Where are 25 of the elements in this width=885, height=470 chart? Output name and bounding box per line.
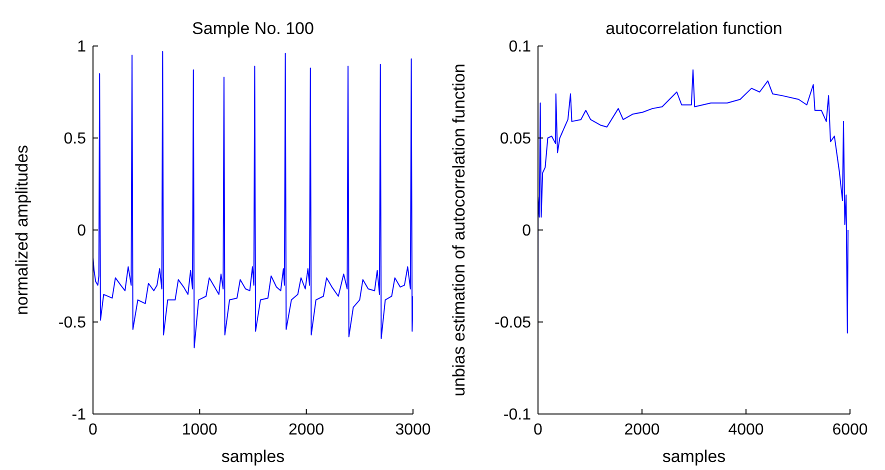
- y-tick-label: -0.5: [58, 314, 86, 332]
- x-axis-title: samples: [221, 447, 285, 466]
- y-tick-label: 0.05: [500, 130, 532, 148]
- y-tick-label: 0: [77, 222, 86, 240]
- x-tick-label: 3000: [395, 421, 431, 438]
- y-tick-label: 0.5: [64, 130, 86, 148]
- chart-title: Sample No. 100: [192, 19, 314, 38]
- x-tick-label: 0: [88, 421, 98, 438]
- chart-title: autocorrelation function: [606, 19, 782, 38]
- x-tick-label: 4000: [728, 421, 764, 438]
- y-axis-title: unbias estimation of autocorrelation function: [450, 64, 468, 396]
- y-tick-label: -0.05: [494, 314, 532, 332]
- line-series: [93, 51, 413, 348]
- y-tick-label: 0: [522, 222, 532, 240]
- y-tick-label: -1: [72, 406, 86, 424]
- x-tick-label: 2000: [624, 421, 660, 438]
- y-axis-title: normalized amplitudes: [12, 144, 32, 316]
- y-tick-label: 0.1: [508, 38, 532, 56]
- x-tick-label: 1000: [182, 421, 218, 438]
- x-tick-label: 0: [534, 421, 543, 438]
- x-axis-title: samples: [662, 447, 726, 466]
- x-tick-label: 2000: [288, 421, 324, 438]
- y-tick-label: -0.1: [503, 406, 532, 424]
- y-tick-label: 1: [77, 38, 86, 56]
- x-tick-label: 6000: [832, 421, 868, 438]
